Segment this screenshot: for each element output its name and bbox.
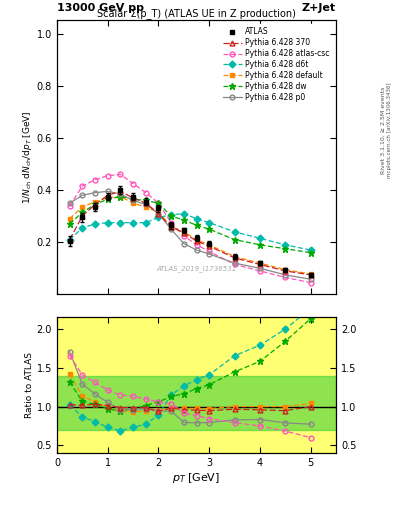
Bar: [57, 376, 336, 430]
Text: ATLAS_2019_I1736531: ATLAS_2019_I1736531: [156, 266, 237, 272]
Text: 13000 GeV pp: 13000 GeV pp: [57, 3, 144, 13]
X-axis label: $p_T\;[\mathrm{GeV}]$: $p_T\;[\mathrm{GeV}]$: [173, 471, 220, 485]
Bar: [57, 317, 336, 453]
Legend: ATLAS, Pythia 6.428 370, Pythia 6.428 atlas-csc, Pythia 6.428 d6t, Pythia 6.428 : ATLAS, Pythia 6.428 370, Pythia 6.428 at…: [220, 24, 332, 105]
Text: Rivet 3.1.10, ≥ 2.5M events: Rivet 3.1.10, ≥ 2.5M events: [381, 87, 386, 174]
Y-axis label: $1/N_\mathrm{ch}\;\mathrm{d}N_\mathrm{ch}/\mathrm{d}p_T\;[\mathrm{GeV}]$: $1/N_\mathrm{ch}\;\mathrm{d}N_\mathrm{ch…: [21, 111, 34, 204]
Y-axis label: Ratio to ATLAS: Ratio to ATLAS: [25, 352, 34, 418]
Text: Z+Jet: Z+Jet: [302, 3, 336, 13]
Title: Scalar Σ(p_T) (ATLAS UE in Z production): Scalar Σ(p_T) (ATLAS UE in Z production): [97, 8, 296, 19]
Text: mcplots.cern.ch [arXiv:1306.3436]: mcplots.cern.ch [arXiv:1306.3436]: [387, 82, 391, 178]
